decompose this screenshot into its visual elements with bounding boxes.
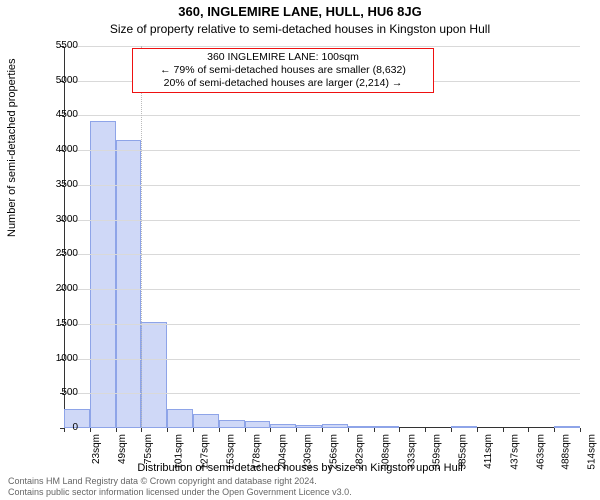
histogram-bar	[193, 414, 219, 428]
ytick-label: 2000	[32, 284, 78, 294]
xtick-mark	[116, 428, 117, 432]
ytick-label: 2500	[32, 249, 78, 259]
histogram-bar	[348, 426, 374, 428]
xtick-mark	[296, 428, 297, 432]
xtick-mark	[348, 428, 349, 432]
histogram-bar	[245, 421, 271, 428]
ytick-label: 0	[32, 423, 78, 433]
xtick-mark	[167, 428, 168, 432]
y-axis	[64, 46, 65, 428]
chart-wrapper: 360, INGLEMIRE LANE, HULL, HU6 8JG Size …	[0, 0, 600, 500]
histogram-bar	[554, 426, 580, 428]
ytick-label: 1500	[32, 319, 78, 329]
xtick-mark	[477, 428, 478, 432]
xtick-mark	[374, 428, 375, 432]
ytick-label: 3000	[32, 215, 78, 225]
xtick-mark	[528, 428, 529, 432]
xtick-mark	[141, 428, 142, 432]
ytick-label: 4500	[32, 110, 78, 120]
xtick-mark	[270, 428, 271, 432]
xtick-mark	[322, 428, 323, 432]
xtick-mark	[399, 428, 400, 432]
chart-subtitle: Size of property relative to semi-detach…	[0, 22, 600, 36]
histogram-bar	[141, 322, 167, 428]
xtick-label: 75sqm	[143, 434, 154, 464]
ytick-label: 4000	[32, 145, 78, 155]
xtick-mark	[503, 428, 504, 432]
xtick-mark	[580, 428, 581, 432]
histogram-bar	[116, 140, 142, 428]
xtick-mark	[554, 428, 555, 432]
histogram-bar	[374, 426, 400, 428]
histogram-bar	[90, 121, 116, 428]
plot-area: 23sqm49sqm75sqm101sqm127sqm153sqm178sqm2…	[64, 46, 580, 428]
xtick-mark	[451, 428, 452, 432]
ytick-label: 5000	[32, 76, 78, 86]
histogram-bar	[219, 420, 245, 428]
y-axis-label: Number of semi-detached properties	[6, 58, 18, 237]
histogram-bar	[270, 424, 296, 428]
xtick-mark	[219, 428, 220, 432]
xtick-mark	[425, 428, 426, 432]
xtick-label: 23sqm	[91, 434, 102, 464]
chart-title: 360, INGLEMIRE LANE, HULL, HU6 8JG	[0, 4, 600, 19]
annotation-line2: ← 79% of semi-detached houses are smalle…	[139, 64, 427, 77]
histogram-bar	[322, 424, 348, 428]
xtick-label: 49sqm	[117, 434, 128, 464]
annotation-line3: 20% of semi-detached houses are larger (…	[139, 77, 427, 90]
footer-attribution: Contains HM Land Registry data © Crown c…	[8, 476, 352, 499]
ytick-label: 500	[32, 388, 78, 398]
reference-line	[141, 46, 142, 428]
xtick-mark	[245, 428, 246, 432]
annotation-line1: 360 INGLEMIRE LANE: 100sqm	[139, 51, 427, 64]
ytick-label: 3500	[32, 180, 78, 190]
x-axis-label: Distribution of semi-detached houses by …	[0, 462, 600, 474]
xtick-mark	[90, 428, 91, 432]
ytick-label: 1000	[32, 354, 78, 364]
histogram-bar	[167, 409, 193, 428]
histogram-bar	[296, 425, 322, 428]
ytick-label: 5500	[32, 41, 78, 51]
xtick-mark	[193, 428, 194, 432]
histogram-bar	[451, 426, 477, 428]
annotation-box: 360 INGLEMIRE LANE: 100sqm ← 79% of semi…	[132, 48, 434, 93]
